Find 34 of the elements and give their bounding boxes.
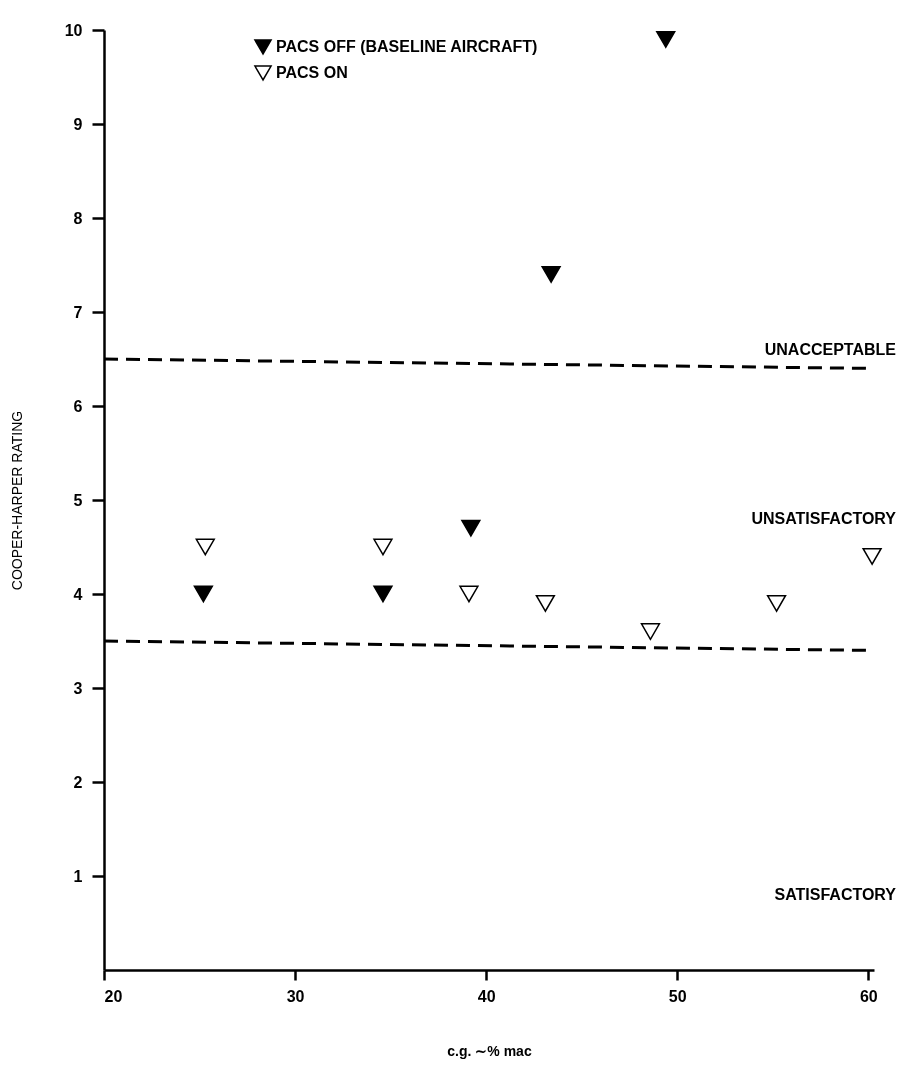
- point: [535, 594, 556, 612]
- y-tick-label: 3: [73, 679, 83, 697]
- x-tick-label: 60: [859, 987, 878, 1005]
- point: [195, 538, 215, 556]
- x-axis-title: c.g. ∼% mac: [447, 1042, 532, 1059]
- point: [656, 30, 676, 48]
- y-tick-label: 9: [73, 115, 83, 133]
- annotation: SATISFACTORY: [774, 885, 897, 903]
- annotation: UNACCEPTABLE: [764, 340, 897, 358]
- point: [541, 265, 561, 283]
- x-tick-label: 30: [286, 987, 305, 1005]
- y-axis-title: COOPER-HARPER RATING: [8, 410, 25, 591]
- y-tick-label: 8: [73, 209, 83, 227]
- x-tick-label: 40: [477, 987, 496, 1005]
- point: [459, 585, 479, 603]
- point: [193, 585, 214, 603]
- y-tick-label: 1: [73, 867, 83, 885]
- y-tick-label: 4: [73, 585, 83, 603]
- y-tick-label: 6: [73, 397, 83, 415]
- point: [373, 585, 393, 603]
- point: [862, 547, 882, 565]
- y-tick-label: 5: [73, 491, 83, 509]
- point: [461, 519, 481, 537]
- y-tick-label: 7: [73, 303, 83, 321]
- y-tick-label: 10: [64, 21, 83, 39]
- annotation: UNSATISFACTORY: [751, 509, 897, 527]
- point: [373, 538, 393, 556]
- y-tick-label: 2: [73, 773, 83, 791]
- x-tick-label: 20: [104, 987, 123, 1005]
- point: [766, 594, 787, 612]
- point: [640, 623, 661, 641]
- legend-label: PACS OFF (BASELINE AIRCRAFT): [276, 38, 538, 55]
- x-tick-label: 50: [668, 987, 687, 1005]
- legend-label: PACS ON: [276, 64, 348, 81]
